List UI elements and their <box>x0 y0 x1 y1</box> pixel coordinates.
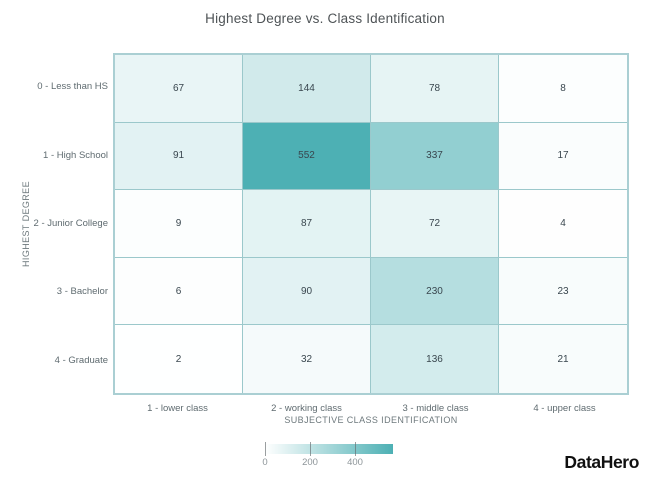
legend-tick-label: 200 <box>302 457 318 468</box>
legend-tick <box>265 442 266 456</box>
heatmap-cell[interactable]: 136 <box>371 325 499 393</box>
heatmap-cell[interactable]: 552 <box>243 122 371 191</box>
heatmap-cell[interactable]: 87 <box>243 190 371 258</box>
y-tick-label: 3 - Bachelor <box>56 286 108 298</box>
y-tick-label: 1 - High School <box>43 149 108 161</box>
heatmap-cell[interactable]: 144 <box>243 55 371 123</box>
datahero-logo: DataHero <box>564 452 639 472</box>
legend-tick <box>355 442 356 456</box>
heatmap-cell[interactable]: 90 <box>243 257 371 326</box>
heatmap-cell[interactable]: 8 <box>499 55 627 123</box>
x-axis-title: SUBJECTIVE CLASS IDENTIFICATION <box>284 415 458 425</box>
heatmap-cell[interactable]: 78 <box>371 55 499 123</box>
legend-tick <box>310 442 311 456</box>
heatmap-cell[interactable]: 23 <box>499 257 627 326</box>
x-tick-label: 3 - middle class <box>402 403 469 414</box>
y-tick-label: 2 - Junior College <box>33 218 108 229</box>
x-tick-label: 4 - upper class <box>533 403 596 414</box>
legend-tick-label: 400 <box>347 457 363 468</box>
heatmap-cell[interactable]: 72 <box>371 190 499 258</box>
color-gradient-bar <box>265 444 393 454</box>
heatmap-cell[interactable]: 67 <box>115 55 243 123</box>
heatmap-cell[interactable]: 21 <box>499 325 627 393</box>
x-tick-label: 1 - lower class <box>147 403 208 414</box>
y-tick-label: 0 - Less than HS <box>37 81 108 93</box>
heatmap-cell[interactable]: 337 <box>371 122 499 191</box>
heatmap-cell[interactable]: 9 <box>115 190 243 258</box>
heatmap-cell[interactable]: 32 <box>243 325 371 393</box>
heatmap-cell[interactable]: 6 <box>115 257 243 326</box>
heatmap-cell[interactable]: 4 <box>499 190 627 258</box>
heatmap-plot-area: 67 144 78 8 91 552 337 17 9 87 72 4 6 90 230 23 2 32 136 21 <box>113 53 629 395</box>
x-tick-label: 2 - working class <box>271 403 342 414</box>
heatmap-cell[interactable]: 17 <box>499 122 627 191</box>
chart-title: Highest Degree vs. Class Identification <box>205 11 445 26</box>
heatmap-cell[interactable]: 230 <box>371 257 499 326</box>
heatmap-cell[interactable]: 91 <box>115 122 243 191</box>
legend-tick-label: 0 <box>262 457 268 468</box>
y-tick-label: 4 - Graduate <box>54 354 108 366</box>
heatmap-cell[interactable]: 2 <box>115 325 243 393</box>
